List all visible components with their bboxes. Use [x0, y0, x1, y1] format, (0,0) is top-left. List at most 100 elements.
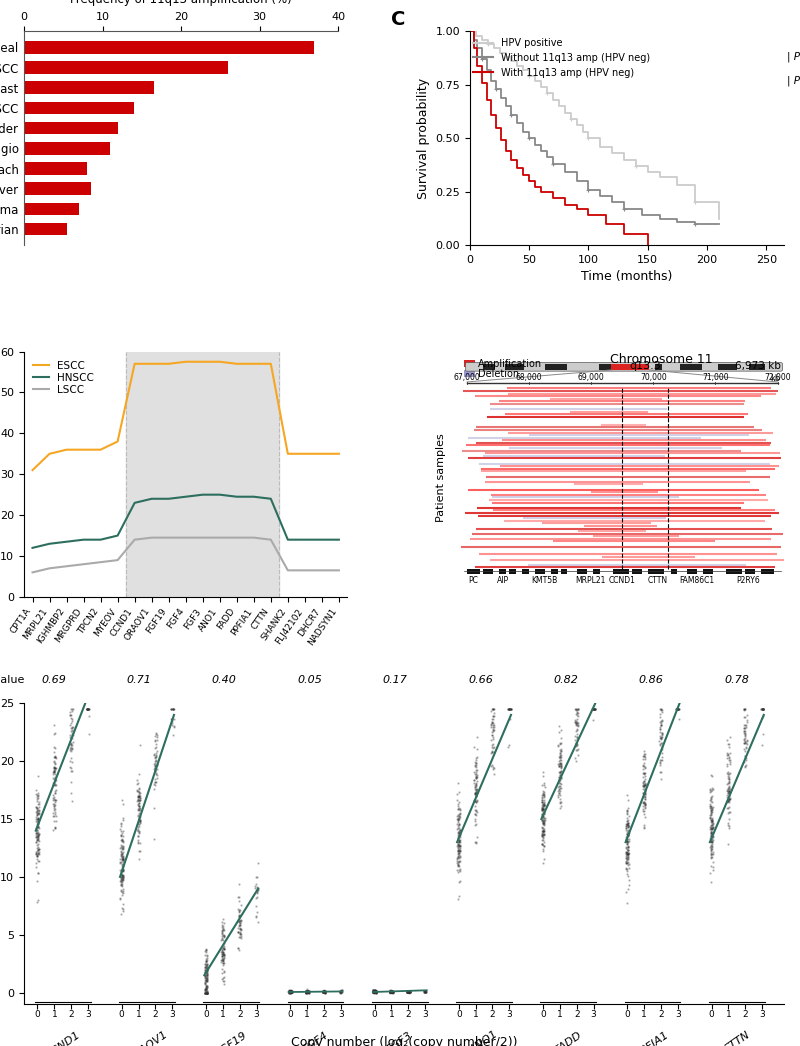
Point — [384, 983, 397, 1000]
Point — [622, 834, 634, 850]
Point — [637, 777, 650, 794]
Point — [234, 914, 246, 931]
Point — [369, 983, 382, 1000]
Point — [503, 701, 516, 718]
Point — [638, 765, 650, 781]
Point — [234, 920, 247, 937]
Point — [485, 732, 498, 749]
Point — [32, 827, 45, 844]
Point — [638, 751, 651, 768]
Point — [233, 907, 246, 924]
Point — [654, 730, 667, 747]
Text: KMT5B: KMT5B — [531, 575, 558, 585]
Point — [740, 713, 753, 730]
Point — [420, 983, 433, 1000]
Point — [47, 789, 60, 805]
Point — [300, 983, 313, 1000]
Point — [621, 816, 634, 833]
Point — [131, 788, 144, 804]
Point — [705, 801, 718, 818]
Point — [368, 983, 381, 1000]
Point — [739, 717, 752, 733]
Point — [385, 983, 398, 1000]
Point — [535, 802, 548, 819]
Point — [706, 812, 719, 828]
Point — [552, 758, 565, 775]
Point — [215, 960, 228, 977]
Point — [148, 740, 161, 756]
Point — [570, 706, 582, 723]
Point — [48, 749, 61, 766]
Point — [637, 780, 650, 797]
Point — [30, 847, 43, 864]
Point — [487, 766, 500, 782]
Point — [705, 858, 718, 874]
Point — [453, 840, 466, 857]
Point — [31, 831, 44, 847]
Point — [367, 984, 380, 1001]
Point — [470, 755, 482, 772]
Point — [48, 795, 61, 812]
Text: C: C — [391, 10, 406, 29]
Point — [30, 839, 43, 856]
Bar — [24, 41, 314, 53]
Point — [49, 749, 62, 766]
Point — [723, 765, 736, 781]
Point — [150, 770, 163, 787]
Point — [114, 855, 126, 871]
Point — [368, 983, 381, 1000]
Point — [722, 766, 734, 782]
Point — [586, 701, 599, 718]
Point — [250, 876, 262, 892]
Point — [401, 984, 414, 1001]
Point — [453, 837, 466, 854]
Point — [704, 829, 717, 846]
Point — [217, 956, 230, 973]
Point — [133, 792, 146, 809]
Point — [282, 983, 295, 1000]
FancyBboxPatch shape — [505, 364, 523, 370]
Point — [705, 806, 718, 823]
Point — [114, 845, 127, 862]
Point — [402, 982, 414, 999]
Point — [622, 860, 635, 877]
Point — [117, 866, 130, 883]
Point — [32, 813, 45, 829]
Point — [47, 752, 60, 769]
Point — [706, 780, 719, 797]
Point — [64, 753, 77, 770]
Point — [738, 701, 750, 718]
Point — [65, 735, 78, 752]
Point — [622, 818, 635, 835]
Point — [370, 983, 382, 1000]
Point — [570, 715, 582, 732]
Point — [454, 839, 466, 856]
Point — [402, 984, 415, 1001]
Point — [722, 735, 735, 752]
Point — [66, 725, 78, 742]
Point — [369, 983, 382, 1000]
Point — [671, 701, 684, 718]
Point — [300, 984, 313, 1001]
Point — [301, 983, 314, 1000]
Point — [706, 801, 718, 818]
Point — [66, 722, 79, 738]
Point — [706, 828, 718, 845]
Point — [705, 826, 718, 843]
Text: 69,000: 69,000 — [578, 372, 605, 382]
Point — [553, 780, 566, 797]
Point — [454, 837, 466, 854]
Point — [148, 731, 161, 748]
Point — [570, 737, 582, 754]
Point — [570, 704, 583, 721]
Point — [285, 983, 298, 1000]
Point — [721, 781, 734, 798]
Point — [216, 953, 229, 970]
Point — [166, 726, 179, 743]
Point — [218, 934, 230, 951]
Point — [470, 806, 482, 823]
Point — [134, 790, 146, 806]
Point — [250, 883, 263, 900]
Point — [754, 701, 767, 718]
Point — [65, 738, 78, 755]
